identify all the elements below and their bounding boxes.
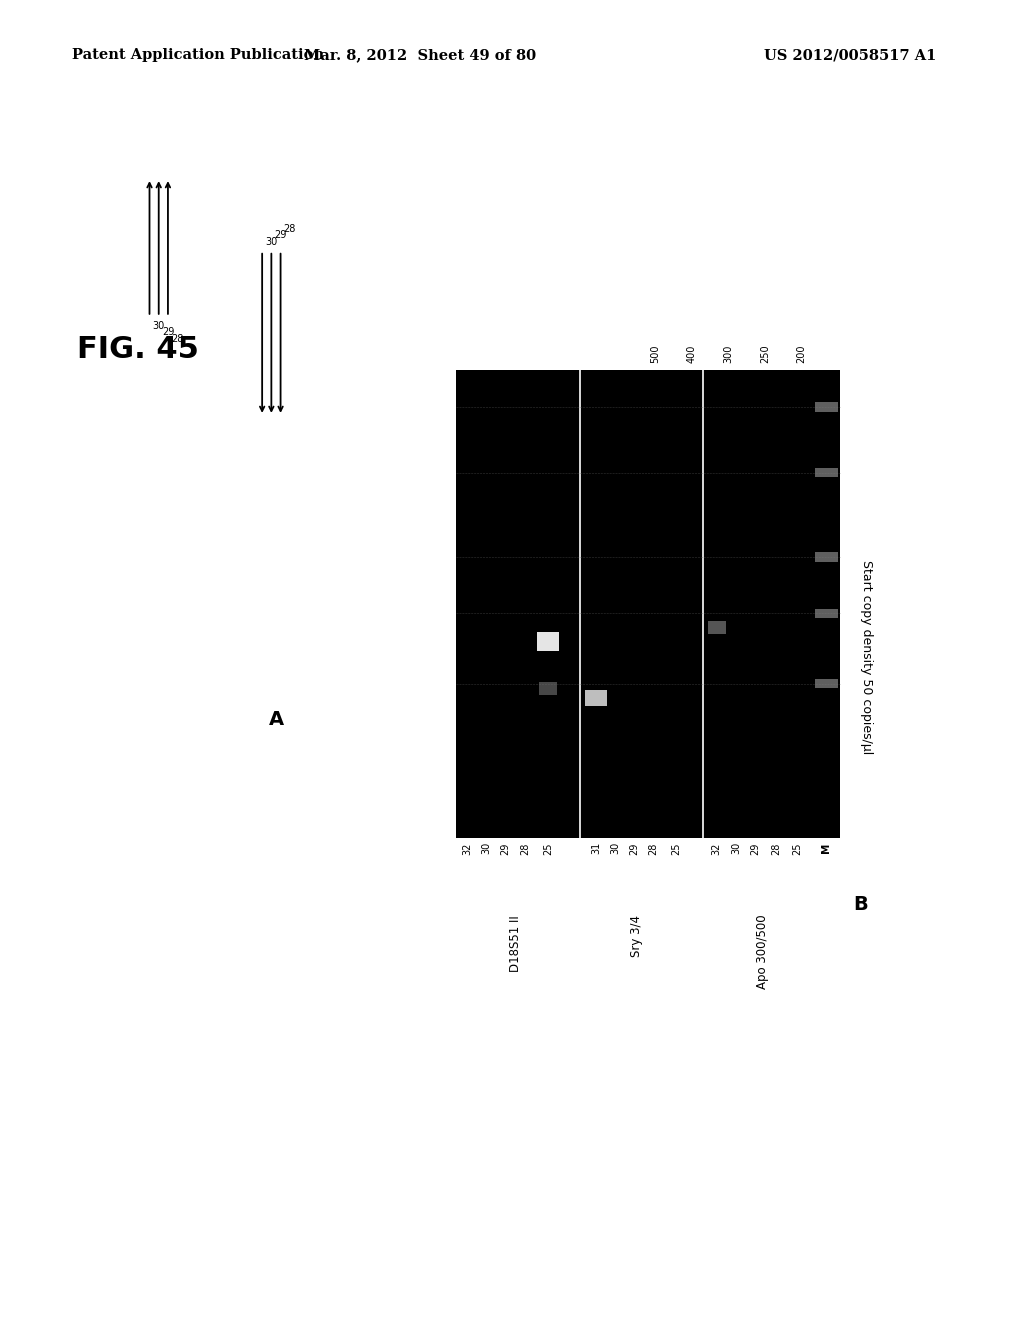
- Text: 32: 32: [712, 842, 722, 854]
- Text: Sry 3/4: Sry 3/4: [630, 915, 643, 957]
- Text: 30: 30: [481, 842, 492, 854]
- Text: 29: 29: [162, 327, 174, 338]
- Text: 25: 25: [793, 842, 803, 854]
- Text: A: A: [269, 710, 284, 729]
- Text: 29: 29: [274, 230, 287, 240]
- Bar: [537, 632, 559, 651]
- Text: Apo 300/500: Apo 300/500: [757, 915, 769, 990]
- Text: Mar. 8, 2012  Sheet 49 of 80: Mar. 8, 2012 Sheet 49 of 80: [304, 49, 536, 62]
- Bar: [585, 689, 607, 706]
- Text: 28: 28: [771, 842, 781, 854]
- Text: US 2012/0058517 A1: US 2012/0058517 A1: [764, 49, 936, 62]
- Bar: [815, 678, 838, 688]
- Text: 28: 28: [171, 334, 183, 345]
- Text: Start copy density 50 copies/µl: Start copy density 50 copies/µl: [860, 560, 873, 754]
- Bar: [456, 370, 840, 838]
- Bar: [815, 469, 838, 478]
- Text: 25: 25: [543, 842, 553, 854]
- Text: 29: 29: [629, 842, 639, 854]
- Bar: [815, 609, 838, 618]
- Text: 400: 400: [687, 345, 697, 363]
- Text: 28: 28: [648, 842, 658, 854]
- Text: 300: 300: [723, 345, 733, 363]
- Text: FIG. 45: FIG. 45: [77, 335, 199, 364]
- Text: D18S51 II: D18S51 II: [509, 915, 521, 972]
- Text: M: M: [821, 842, 831, 853]
- Text: Patent Application Publication: Patent Application Publication: [72, 49, 324, 62]
- Text: 29: 29: [751, 842, 760, 854]
- Text: 200: 200: [797, 345, 806, 363]
- Bar: [815, 552, 838, 562]
- Text: 30: 30: [731, 842, 741, 854]
- Text: 32: 32: [462, 842, 472, 854]
- Text: 28: 28: [284, 223, 296, 234]
- Text: 25: 25: [672, 842, 682, 854]
- Text: 30: 30: [153, 321, 165, 331]
- Bar: [815, 403, 838, 412]
- Bar: [539, 681, 557, 694]
- Text: 30: 30: [610, 842, 621, 854]
- Text: 31: 31: [591, 842, 601, 854]
- Text: 250: 250: [760, 345, 770, 363]
- Text: 29: 29: [501, 842, 511, 854]
- Text: B: B: [853, 895, 867, 913]
- Text: 30: 30: [265, 236, 278, 247]
- Text: 500: 500: [650, 345, 660, 363]
- Text: 28: 28: [520, 842, 529, 854]
- Bar: [708, 620, 726, 634]
